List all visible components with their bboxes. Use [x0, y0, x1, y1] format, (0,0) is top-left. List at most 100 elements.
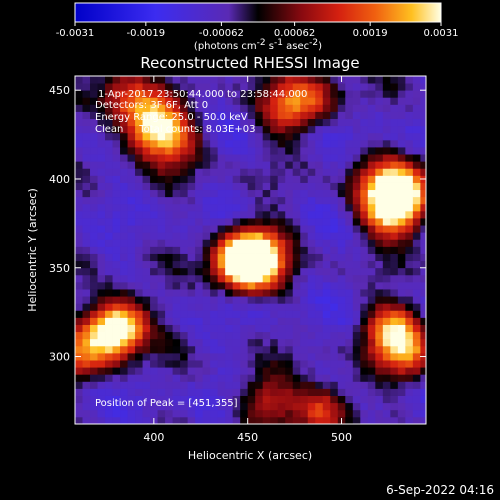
heatmap-cell	[360, 246, 369, 254]
heatmap-cell	[285, 246, 294, 254]
heatmap-cell	[375, 388, 384, 396]
heatmap-cell	[277, 97, 286, 105]
heatmap-cell	[292, 225, 301, 233]
heatmap-cell	[127, 210, 136, 219]
heatmap-cell	[277, 210, 286, 219]
heatmap-cell	[180, 395, 189, 404]
heatmap-cell	[397, 239, 406, 247]
heatmap-cell	[375, 161, 384, 169]
heatmap-cell	[405, 289, 414, 297]
heatmap-cell	[97, 139, 106, 148]
heatmap-cell	[322, 182, 331, 191]
heatmap-cell	[300, 118, 309, 127]
heatmap-cell	[180, 253, 189, 262]
heatmap-cell	[157, 76, 166, 84]
heatmap-cell	[300, 182, 309, 191]
heatmap-cell	[112, 218, 121, 226]
heatmap-cell	[285, 83, 294, 91]
heatmap-cell	[420, 360, 426, 368]
heatmap-cell	[420, 90, 426, 98]
heatmap-cell	[270, 310, 279, 318]
heatmap-cell	[292, 395, 301, 404]
heatmap-cell	[240, 232, 249, 240]
heatmap-cell	[97, 402, 106, 411]
heatmap-cell	[247, 388, 256, 396]
heatmap-cell	[172, 374, 181, 382]
heatmap-cell	[150, 104, 158, 112]
heatmap-cell	[90, 132, 98, 141]
heatmap-cell	[217, 303, 226, 311]
heatmap-cell	[247, 132, 256, 141]
heatmap-cell	[270, 381, 279, 389]
heatmap-cell	[330, 189, 339, 198]
heatmap-cell	[277, 402, 286, 411]
heatmap-cell	[375, 225, 384, 233]
heatmap-cell	[247, 246, 256, 254]
heatmap-cell	[172, 289, 181, 297]
heatmap-cell	[142, 310, 151, 318]
heatmap-cell	[360, 253, 369, 262]
heatmap-cell	[187, 374, 196, 382]
heatmap-cell	[337, 154, 346, 162]
heatmap-cell	[142, 175, 151, 183]
heatmap-cell	[180, 402, 189, 411]
heatmap-cell	[270, 139, 279, 148]
heatmap-cell	[285, 296, 294, 304]
heatmap-cell	[262, 118, 271, 127]
heatmap-cell	[150, 253, 158, 262]
heatmap-cell	[322, 374, 331, 382]
heatmap-cell	[195, 104, 204, 112]
heatmap-cell	[270, 175, 279, 183]
heatmap-cell	[382, 274, 391, 283]
heatmap-cell	[300, 360, 309, 368]
heatmap-cell	[165, 168, 174, 176]
heatmap-cell	[210, 168, 219, 176]
heatmap-cell	[300, 296, 309, 304]
heatmap-cell	[75, 274, 83, 283]
heatmap-cell	[157, 154, 166, 162]
heatmap-cell	[277, 132, 286, 141]
heatmap-cell	[337, 161, 346, 169]
heatmap-cell	[202, 203, 211, 212]
heatmap-cell	[277, 154, 286, 162]
heatmap-cell	[127, 118, 136, 127]
heatmap-cell	[75, 125, 83, 134]
heatmap-cell	[315, 111, 324, 120]
annotation-time-range: 1-Apr-2017 23:50:44.000 to 23:58:44.000	[98, 89, 307, 100]
heatmap-cell	[240, 76, 249, 84]
heatmap-cell	[412, 76, 421, 84]
heatmap-cell	[420, 338, 426, 347]
heatmap-cell	[112, 196, 121, 205]
heatmap-cell	[142, 317, 151, 325]
heatmap-cell	[90, 182, 98, 191]
heatmap-cell	[300, 111, 309, 120]
heatmap-cell	[360, 175, 369, 183]
heatmap-cell	[360, 168, 369, 176]
heatmap-cell	[105, 203, 113, 212]
heatmap-cell	[315, 317, 324, 325]
heatmap-cell	[142, 367, 151, 375]
heatmap-cell	[330, 97, 339, 105]
heatmap-cell	[157, 274, 166, 283]
heatmap-cell	[105, 317, 113, 325]
heatmap-cell	[195, 289, 204, 297]
heatmap-cell	[397, 196, 406, 205]
heatmap-cell	[240, 125, 249, 134]
heatmap-cell	[232, 104, 241, 112]
heatmap-cell	[420, 367, 426, 375]
heatmap-cell	[352, 210, 361, 219]
heatmap-cell	[157, 132, 166, 141]
heatmap-cell	[127, 132, 136, 141]
heatmap-cell	[90, 232, 98, 240]
heatmap-cell	[195, 395, 204, 404]
heatmap-cell	[337, 402, 346, 411]
heatmap-cell	[195, 296, 204, 304]
heatmap-cell	[240, 175, 249, 183]
heatmap-cell	[112, 409, 121, 418]
heatmap-cell	[285, 196, 294, 205]
heatmap-cell	[232, 132, 241, 141]
heatmap-cell	[330, 239, 339, 247]
heatmap-cell	[375, 317, 384, 325]
heatmap-cell	[75, 97, 83, 105]
heatmap-cell	[127, 310, 136, 318]
